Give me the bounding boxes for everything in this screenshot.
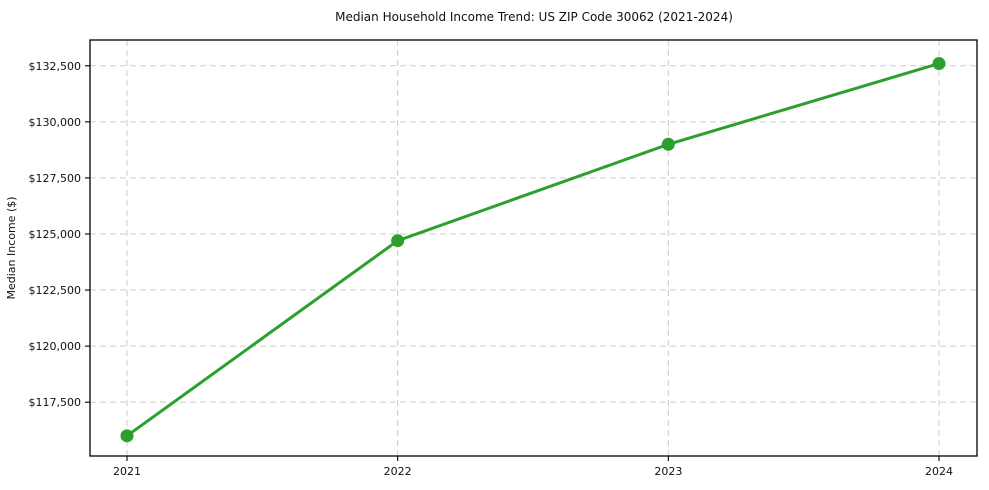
- x-tick-label: 2021: [113, 465, 141, 478]
- y-tick-label: $125,000: [29, 228, 82, 241]
- data-point-marker: [661, 137, 675, 151]
- data-point-marker: [120, 429, 134, 443]
- x-tick-label: 2022: [384, 465, 412, 478]
- y-tick-label: $117,500: [29, 396, 82, 409]
- data-point-marker: [932, 57, 946, 71]
- series-line: [125, 62, 941, 438]
- y-tick-label: $127,500: [29, 172, 82, 185]
- x-tick-label: 2024: [925, 465, 953, 478]
- y-tick-label: $132,500: [29, 60, 82, 73]
- y-tick-label: $120,000: [29, 340, 82, 353]
- y-tick-label: $122,500: [29, 284, 82, 297]
- chart-title: Median Household Income Trend: US ZIP Co…: [335, 10, 733, 24]
- data-point-marker: [391, 234, 405, 248]
- x-tick-label: 2023: [654, 465, 682, 478]
- y-axis-label: Median Income ($): [5, 196, 18, 299]
- y-tick-label: $130,000: [29, 116, 82, 129]
- axes-frame: [89, 39, 978, 457]
